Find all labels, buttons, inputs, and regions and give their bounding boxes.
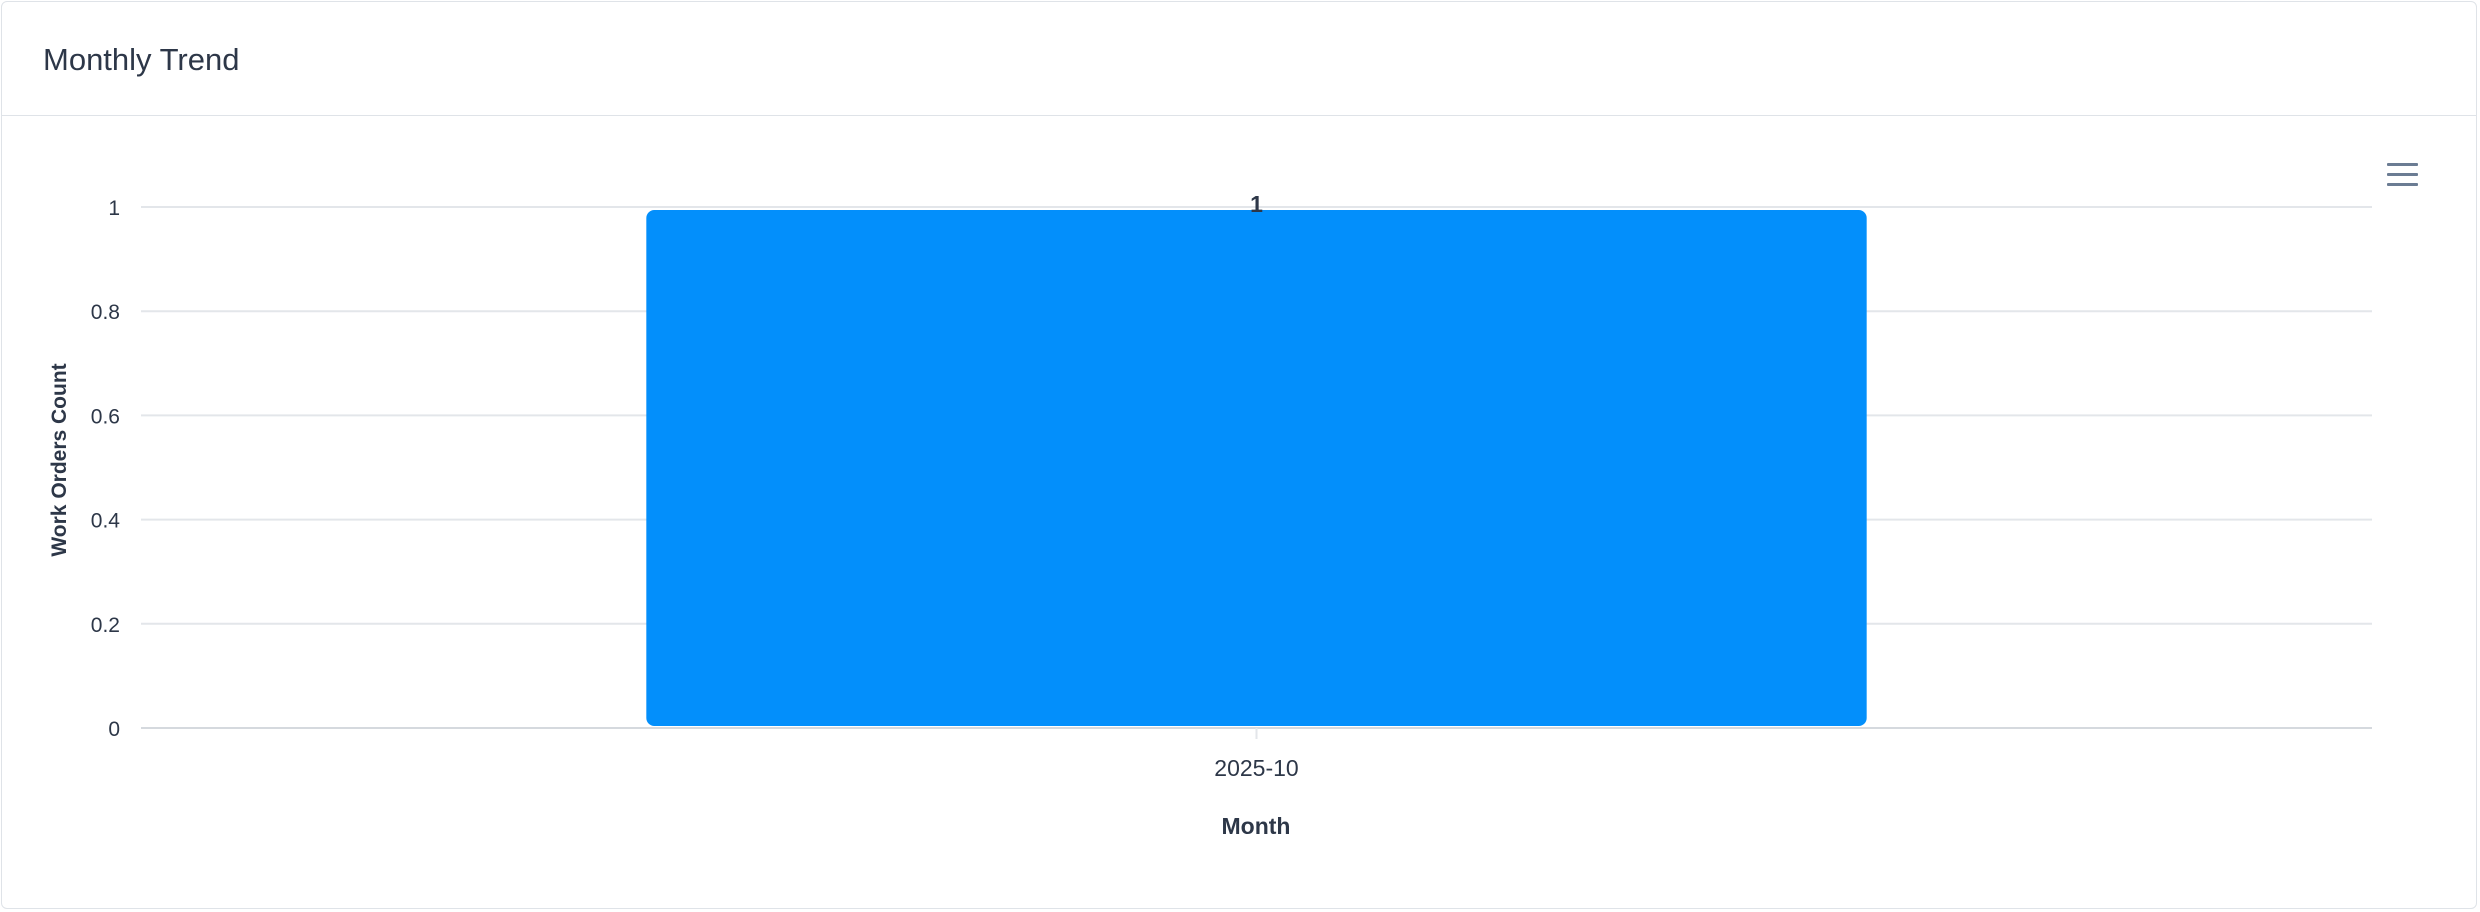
bars: 1: [646, 191, 1867, 726]
y-axis-title: Work Orders Count: [48, 363, 71, 556]
bar[interactable]: [646, 210, 1867, 726]
y-tick-label: 0.4: [91, 510, 121, 533]
y-axis-ticks: 0 0.2 0.4 0.6 0.8 1: [91, 197, 121, 741]
bar-data-label: 1: [1250, 191, 1263, 217]
y-tick-label: 0.8: [91, 301, 120, 324]
x-tick-label: 2025-10: [1214, 755, 1298, 781]
y-tick-label: 1: [108, 197, 120, 220]
y-tick-label: 0: [108, 718, 120, 741]
card-header: Monthly Trend: [2, 2, 2476, 116]
y-tick-label: 0.2: [91, 614, 120, 637]
card-title: Monthly Trend: [43, 42, 240, 77]
hamburger-menu-icon: [2387, 163, 2418, 166]
chart-menu-button[interactable]: [2380, 158, 2424, 194]
x-axis-ticks: 2025-10: [1214, 728, 1299, 781]
y-tick-label: 0.6: [91, 405, 120, 428]
x-axis-title: Month: [1222, 813, 1291, 839]
